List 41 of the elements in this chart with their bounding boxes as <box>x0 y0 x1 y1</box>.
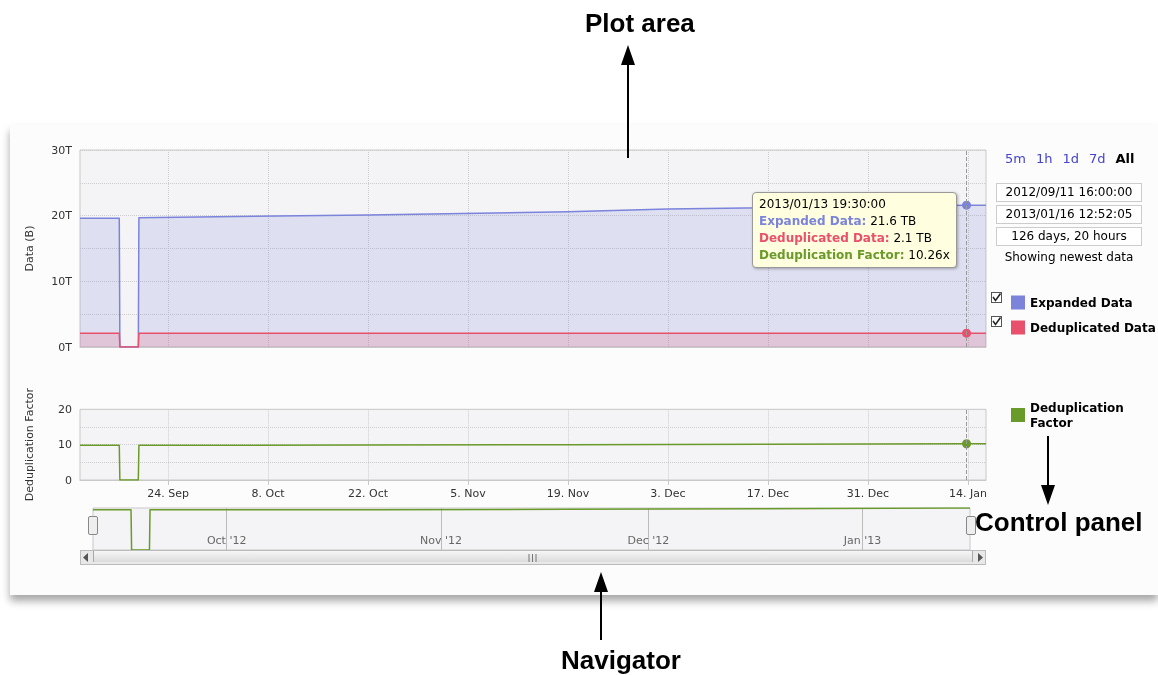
text: 5m <box>1005 151 1026 166</box>
y-tick-label: 20 <box>58 402 72 416</box>
y-tick-label: 10T <box>51 274 73 288</box>
x-tick-label: 19. Nov <box>546 487 590 500</box>
x-tick-label: 31. Dec <box>846 487 890 500</box>
x-tick-label: 5. Nov <box>450 487 487 500</box>
annotation: Expanded Data: 21.6 TB <box>759 213 918 230</box>
text: 7d <box>1088 151 1106 166</box>
text: Showing newest data <box>1003 250 1135 264</box>
annotation: Deduplication Factor: 10.26x <box>759 247 950 264</box>
y-axis-title: Data (B) <box>23 225 36 272</box>
legend-label: Deduplicated Data <box>1030 320 1156 335</box>
x-tick-label: 24. Sep <box>147 487 189 500</box>
y-tick-label: 0T <box>58 340 73 354</box>
y-tick-label: 10 <box>58 438 72 452</box>
x-tick-label: Dec '12 <box>627 534 670 547</box>
text: 2013/01/16 12:52:05 <box>996 205 1142 224</box>
x-tick-label: 17. Dec <box>746 487 790 500</box>
x-tick-label: 22. Oct <box>348 487 389 500</box>
text: 2012/09/11 16:00:00 <box>996 183 1142 202</box>
text: Navigator <box>561 645 681 675</box>
y-tick-label: 20T <box>51 209 73 223</box>
y-tick-label: 0 <box>65 473 72 487</box>
x-tick-label: 14. Jan <box>948 487 987 500</box>
y-tick-label: 30T <box>51 143 73 157</box>
x-tick-label: Jan '13 <box>842 534 882 547</box>
text: 1d <box>1062 151 1079 166</box>
text: 1h <box>1035 151 1053 166</box>
x-tick-label: Nov '12 <box>419 534 462 547</box>
annotation: Deduplicated Data: 2.1 TB <box>759 230 933 247</box>
x-tick-label: 3. Dec <box>650 487 686 500</box>
text: Plot area <box>585 8 695 39</box>
text: 126 days, 20 hours <box>996 227 1142 246</box>
x-tick-label: 8. Oct <box>251 487 286 500</box>
annotation: 2013/01/13 19:30:00 <box>759 196 887 213</box>
x-tick-label: Oct '12 <box>206 534 247 547</box>
legend-label: Deduplication Factor <box>1030 400 1129 430</box>
text: Control panel <box>975 507 1143 538</box>
legend-label: Expanded Data <box>1030 295 1133 310</box>
text: All <box>1115 151 1135 166</box>
y-axis-title: Deduplication Factor <box>23 387 36 502</box>
